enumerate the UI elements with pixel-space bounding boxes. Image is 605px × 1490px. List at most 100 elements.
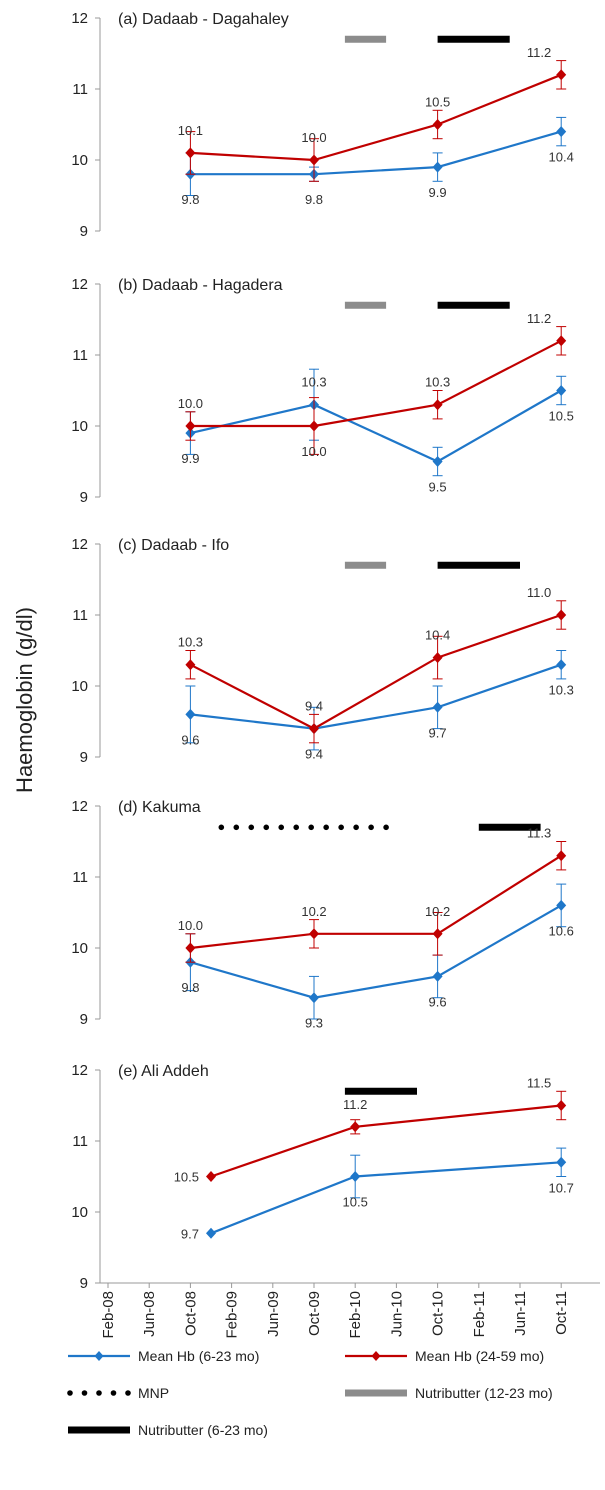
data-point [432,456,443,467]
data-point [185,708,196,720]
legend-dot [67,1390,73,1396]
legend-marker-swatch [94,1351,104,1361]
y-tick-label: 9 [80,1275,88,1292]
legend-dot [110,1390,117,1396]
data-point [350,1121,361,1133]
data-label: 11.0 [527,585,551,600]
series-hb2459 [185,600,567,744]
data-label: 10.7 [549,1180,574,1195]
legend-dot [81,1390,88,1396]
mnp-dot [218,824,225,831]
data-point [556,659,567,671]
y-tick-label: 12 [71,1062,88,1079]
data-label: 9.8 [305,192,323,207]
data-label: 10.2 [301,904,326,919]
data-label: 10.2 [425,904,450,919]
data-point [185,942,196,954]
y-tick-label: 10 [71,1204,88,1221]
series-line [190,73,562,162]
data-label: 9.3 [305,1016,323,1031]
data-label: 9.6 [181,732,199,747]
data-point [206,1171,216,1182]
data-label: 11.3 [527,826,551,841]
data-point [556,609,567,621]
series-hb2459 [185,841,567,963]
data-label: 10.3 [549,683,574,698]
data-label: 9.7 [429,725,447,740]
data-label: 9.8 [181,980,199,995]
y-tick-label: 10 [71,152,88,169]
data-point [556,1100,567,1111]
data-label: 10.5 [425,95,450,110]
x-tick-label: Jun-11 [512,1291,529,1336]
data-label: 10.0 [178,918,203,933]
data-label: 10.5 [549,409,574,424]
legend-item-hb623: Mean Hb (6-23 mo) [68,1348,259,1364]
y-tick-label: 12 [71,536,88,553]
data-label: 9.4 [305,699,323,714]
panel-a: 9 10 11 12 (a) Dadaab - Dagahaley 10.1 9.8 10.0… [71,10,574,240]
mnp-dot [338,824,344,831]
data-label: 10.5 [174,1170,199,1185]
mnp-dot [233,824,240,831]
panel-title: (b) Dadaab - Hagadera [118,277,283,294]
data-point [309,154,319,166]
series-line [189,613,562,730]
legend-label: Nutributter (12-23 mo) [415,1385,553,1401]
data-point [309,928,319,940]
data-label: 9.7 [181,1226,199,1241]
data-label: 11.2 [527,311,551,326]
legend-dot [125,1390,131,1396]
series-line [190,130,562,176]
y-tick-label: 12 [71,276,88,293]
legend: Mean Hb (6-23 mo) Mean Hb (24-59 mo) MNP Nu… [67,1348,553,1438]
data-label: 11.2 [527,45,551,60]
legend-dot [96,1390,102,1396]
x-axis: Feb-08 Jun-08 Oct-08 Feb-09 Jun-09 Oct-09 Feb-… [100,1282,600,1339]
mnp-dot [368,824,374,831]
x-tick-label: Feb-11 [471,1291,488,1337]
y-tick-label: 9 [80,1011,88,1028]
legend-marker-swatch [371,1351,381,1361]
data-point [556,69,567,81]
data-label: 11.5 [527,1076,551,1091]
series-hb2459 [185,60,567,182]
series-line [190,904,562,999]
data-label: 9.9 [181,451,199,466]
data-label: 11.2 [343,1097,367,1112]
mnp-dot [383,824,389,831]
data-point [432,399,443,411]
y-tick-label: 11 [72,607,88,624]
mnp-dot [263,824,270,831]
mnp-dot [248,824,255,831]
data-point [185,420,196,432]
y-tick-label: 9 [80,749,88,766]
data-point [556,850,567,862]
x-tick-label: Jun-09 [265,1291,282,1337]
x-tick-label: Oct-08 [182,1291,199,1336]
mnp-dot [323,824,329,831]
y-tick-label: 11 [72,347,88,364]
panel-b: 9 10 11 12 (b) Dadaab - Hagadera 10.0 9.9 10.3 1… [71,276,574,506]
legend-item-hb2459: Mean Hb (24-59 mo) [345,1348,544,1364]
data-label: 10.4 [549,150,574,165]
data-point [432,652,443,664]
data-label: 10.3 [425,375,450,390]
data-label: 10.0 [178,396,203,411]
data-point [432,928,443,940]
y-tick-label: 12 [71,798,88,815]
mnp-dot [278,824,285,831]
data-label: 9.4 [305,747,323,762]
data-point [309,723,319,735]
legend-item-nb1223: Nutributter (12-23 mo) [345,1385,553,1401]
data-label: 10.0 [301,444,326,459]
panel-title: (a) Dadaab - Dagahaley [118,11,289,28]
intervention-mnp [218,824,389,831]
data-label: 9.6 [429,994,447,1009]
x-tick-label: Oct-09 [306,1291,323,1336]
data-point [556,899,567,911]
chart-panels: 9 10 11 12 (a) Dadaab - Dagahaley 10.1 9.8 10.0… [71,10,574,1292]
mnp-dot [293,824,300,831]
x-tick-label: Feb-09 [224,1291,241,1339]
